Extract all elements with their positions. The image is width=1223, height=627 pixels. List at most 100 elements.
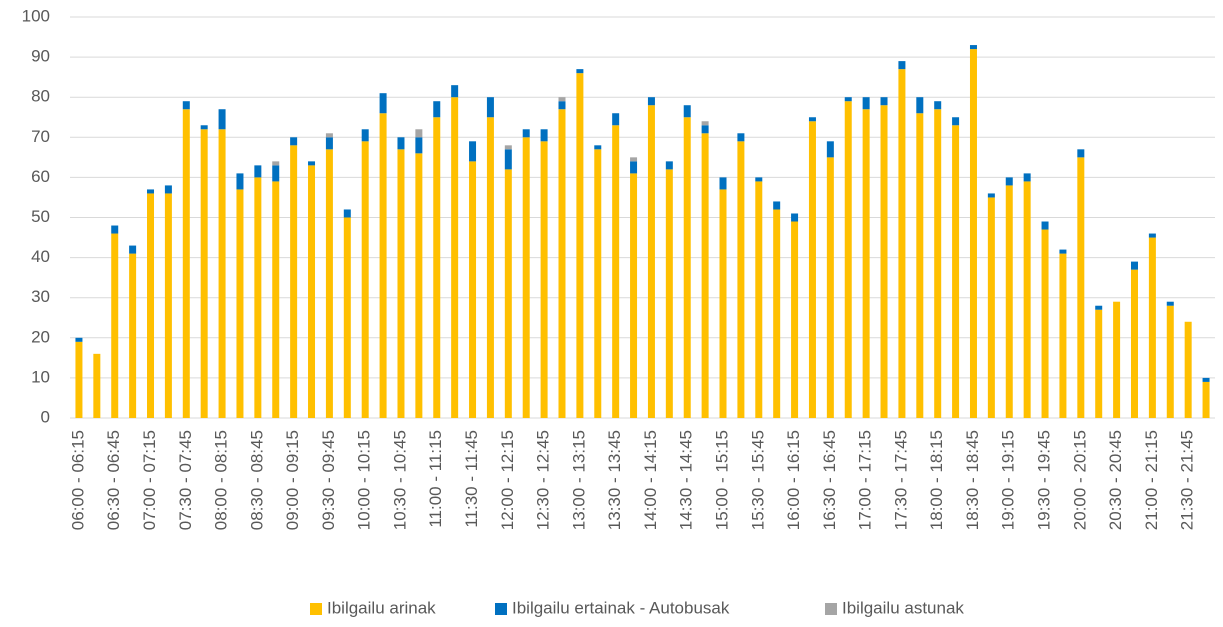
x-tick-label: 11:00 - 11:15 bbox=[426, 430, 445, 528]
bar-segment bbox=[272, 161, 280, 166]
bar-segment bbox=[1166, 301, 1174, 306]
bar-segment bbox=[1041, 229, 1049, 418]
bar-segment bbox=[862, 109, 870, 418]
bar-segment bbox=[898, 61, 906, 70]
bar-segment bbox=[558, 101, 566, 110]
bar-segment bbox=[755, 177, 763, 182]
bar-segment bbox=[880, 97, 888, 106]
x-tick-label: 17:00 - 17:15 bbox=[856, 430, 875, 530]
bar-segment bbox=[504, 149, 512, 170]
bar-segment bbox=[343, 217, 351, 418]
bar-segment bbox=[218, 129, 226, 418]
bar-segment bbox=[1041, 221, 1049, 230]
legend-label: Ibilgailu arinak bbox=[327, 598, 436, 617]
bar-segment bbox=[916, 97, 924, 114]
y-tick-label: 30 bbox=[31, 287, 50, 306]
bar-segment bbox=[737, 141, 745, 418]
bar-segment bbox=[75, 337, 83, 342]
bar-segment bbox=[361, 141, 369, 418]
bar-segment bbox=[129, 253, 137, 418]
y-tick-label: 40 bbox=[31, 247, 50, 266]
bar-segment bbox=[1095, 309, 1103, 418]
x-tick-label: 07:30 - 07:45 bbox=[176, 430, 195, 530]
x-tick-label: 21:30 - 21:45 bbox=[1178, 430, 1197, 530]
x-tick-label: 15:00 - 15:15 bbox=[712, 430, 731, 530]
legend-label: Ibilgailu astunak bbox=[842, 598, 964, 617]
bar-segment bbox=[701, 133, 709, 419]
bar-segment bbox=[737, 133, 745, 142]
bar-segment bbox=[75, 341, 83, 418]
bar-segment bbox=[808, 117, 816, 122]
bar-segment bbox=[898, 69, 906, 418]
x-tick-label: 09:00 - 09:15 bbox=[283, 430, 302, 530]
y-tick-label: 100 bbox=[22, 6, 50, 25]
bar-segment bbox=[504, 145, 512, 150]
bar-segment bbox=[343, 209, 351, 218]
x-tick-label: 21:00 - 21:15 bbox=[1142, 430, 1161, 530]
bar-segment bbox=[1184, 321, 1192, 418]
y-tick-label: 0 bbox=[41, 407, 50, 426]
bar-segment bbox=[612, 125, 620, 419]
x-tick-label: 14:30 - 14:45 bbox=[677, 430, 696, 530]
bar-segment bbox=[558, 97, 566, 102]
bar-segment bbox=[719, 177, 727, 190]
y-tick-label: 20 bbox=[31, 327, 50, 346]
bar-segment bbox=[773, 209, 781, 418]
bar-segment bbox=[308, 165, 316, 418]
bar-segment bbox=[701, 121, 709, 126]
bar-segment bbox=[415, 153, 423, 418]
bar-segment bbox=[111, 233, 119, 418]
bar-segment bbox=[987, 193, 995, 198]
bar-segment bbox=[594, 149, 602, 418]
bar-segment bbox=[630, 157, 638, 162]
bar-segment bbox=[361, 129, 369, 142]
bar-segment bbox=[773, 201, 781, 210]
bar-segment bbox=[1113, 301, 1121, 418]
bar-segment bbox=[880, 105, 888, 418]
bar-segment bbox=[1077, 149, 1085, 158]
x-tick-label: 20:00 - 20:15 bbox=[1070, 430, 1089, 530]
bar-segment bbox=[164, 193, 172, 418]
y-tick-label: 10 bbox=[31, 367, 50, 386]
bar-segment bbox=[290, 145, 298, 418]
x-tick-label: 19:00 - 19:15 bbox=[999, 430, 1018, 530]
bar-segment bbox=[808, 121, 816, 418]
bar-segment bbox=[987, 197, 995, 418]
bar-segment bbox=[1023, 181, 1031, 418]
bar-segment bbox=[1005, 185, 1013, 418]
bar-segment bbox=[200, 129, 208, 418]
bar-segment bbox=[469, 161, 477, 419]
x-tick-label: 08:30 - 08:45 bbox=[247, 430, 266, 530]
y-tick-label: 70 bbox=[31, 127, 50, 146]
bar-segment bbox=[701, 125, 709, 134]
bar-segment bbox=[719, 189, 727, 418]
x-tick-label: 17:30 - 17:45 bbox=[891, 430, 910, 530]
bar-segment bbox=[647, 97, 655, 106]
bar-segment bbox=[415, 137, 423, 154]
bar-segment bbox=[576, 73, 584, 418]
bar-segment bbox=[969, 45, 977, 50]
bar-segment bbox=[1059, 249, 1067, 254]
legend-label: Ibilgailu ertainak - Autobusak bbox=[512, 598, 730, 617]
bar-segment bbox=[469, 141, 477, 162]
bar-segment bbox=[129, 245, 137, 254]
bar-segment bbox=[1077, 157, 1085, 418]
legend-swatch bbox=[495, 603, 507, 615]
bar-segment bbox=[272, 181, 280, 418]
bar-segment bbox=[540, 129, 548, 142]
bar-segment bbox=[1148, 233, 1156, 238]
bar-segment bbox=[1095, 305, 1103, 310]
bar-segment bbox=[647, 105, 655, 418]
x-tick-label: 08:00 - 08:15 bbox=[212, 430, 231, 530]
bar-segment bbox=[791, 213, 799, 222]
bar-segment bbox=[111, 225, 119, 234]
bar-segment bbox=[826, 141, 834, 158]
x-tick-label: 09:30 - 09:45 bbox=[319, 430, 338, 530]
x-tick-label: 13:00 - 13:15 bbox=[569, 430, 588, 530]
bar-segment bbox=[415, 129, 423, 138]
bar-segment bbox=[683, 117, 691, 418]
bar-segment bbox=[755, 181, 763, 418]
bar-segment bbox=[147, 193, 155, 418]
bar-segment bbox=[379, 113, 387, 419]
x-tick-label: 10:30 - 10:45 bbox=[390, 430, 409, 530]
